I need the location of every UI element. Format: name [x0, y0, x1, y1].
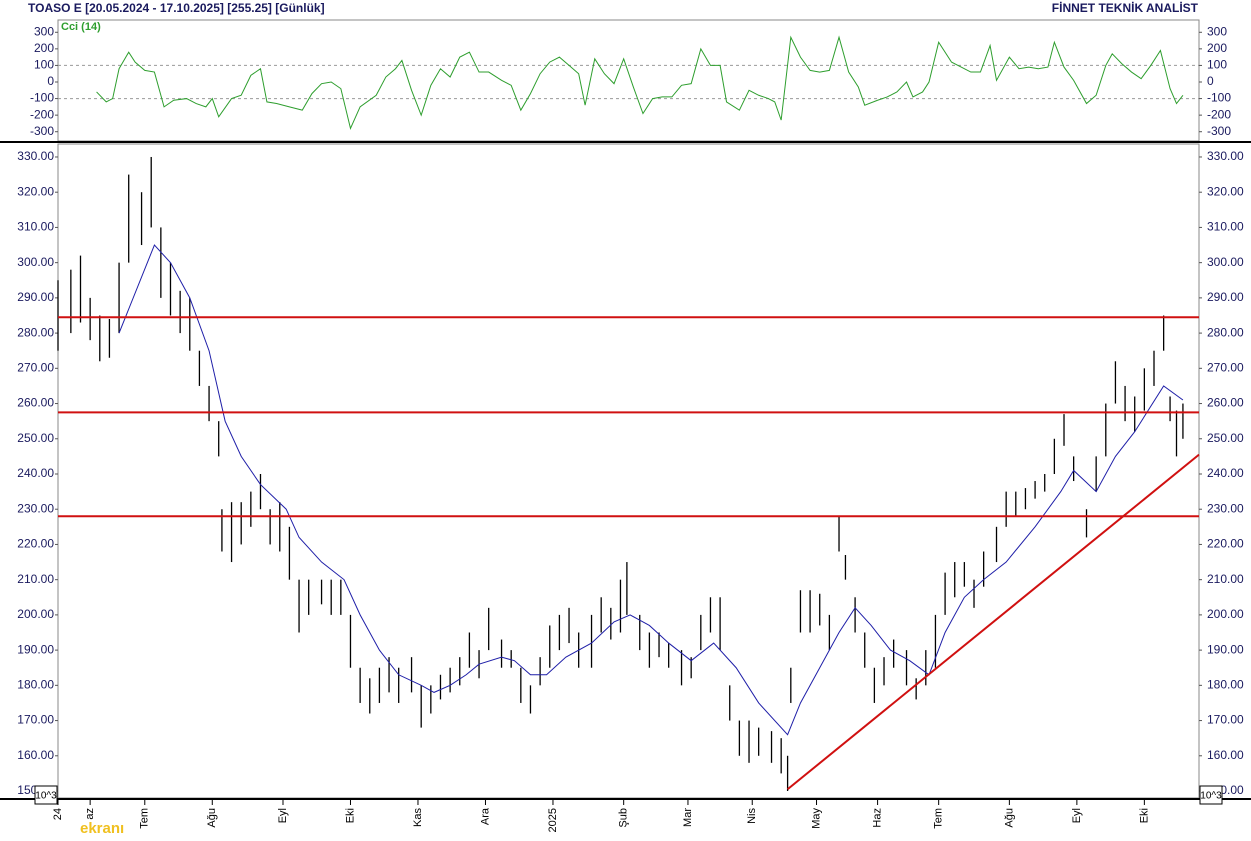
y-tick-label: 330.00	[17, 149, 54, 163]
x-tick-label: Ara	[479, 807, 491, 825]
y-tick-label: 260.00	[1207, 396, 1244, 410]
cci-title: Cci (14)	[61, 21, 101, 33]
x-tick-label: Tem	[139, 808, 151, 829]
x-tick-label: Şub	[618, 808, 630, 828]
cci-line	[96, 35, 1184, 130]
y-tick-label: 220.00	[1207, 537, 1244, 551]
y-tick-label: 310.00	[17, 220, 54, 234]
y-tick-label: 240.00	[1207, 466, 1244, 480]
y-tick-label: 250.00	[17, 431, 54, 445]
y-tick-label: 280.00	[1207, 325, 1244, 339]
x-tick-label: Ağu	[206, 808, 218, 828]
y-tick-label: 0	[1207, 74, 1214, 88]
x-tick-label: Eki	[1138, 808, 1150, 823]
y-tick-label: 300	[34, 24, 54, 38]
y-tick-label: 230.00	[17, 501, 54, 515]
y-tick-label: 320.00	[1207, 184, 1244, 198]
y-tick-label: 290.00	[17, 290, 54, 304]
y-tick-label: 320.00	[17, 184, 54, 198]
scale-box-left	[34, 785, 58, 805]
y-tick-label: -300	[30, 124, 54, 138]
y-tick-label: 290.00	[1207, 290, 1244, 304]
watermark: ekranı	[80, 820, 124, 837]
y-tick-label: 190.00	[17, 642, 54, 656]
x-tick-label: Kas	[412, 808, 424, 827]
y-tick-label: 190.00	[1207, 642, 1244, 656]
y-tick-label: 330.00	[1207, 149, 1244, 163]
y-tick-label: 100	[1207, 58, 1227, 72]
y-tick-label: -100	[1207, 91, 1231, 105]
trend-line	[786, 453, 1200, 791]
y-tick-label: 300	[1207, 24, 1227, 38]
y-tick-label: 160.00	[1207, 748, 1244, 762]
y-tick-label: 300.00	[17, 255, 54, 269]
y-tick-label: 160.00	[17, 748, 54, 762]
y-tick-label: 180.00	[17, 678, 54, 692]
y-tick-label: 210.00	[17, 572, 54, 586]
y-tick-label: 200.00	[1207, 607, 1244, 621]
x-tick-label: Nis	[746, 808, 758, 824]
y-tick-label: 200	[1207, 41, 1227, 55]
header-right: FİNNET TEKNİK ANALİST	[1052, 0, 1199, 15]
scale-note-right: 10^3	[1200, 791, 1222, 802]
x-tick-label: Eyl	[277, 808, 289, 823]
y-tick-label: 220.00	[17, 537, 54, 551]
x-tick-label: Haz	[871, 808, 883, 828]
y-tick-label: 100	[34, 58, 54, 72]
y-tick-label: 230.00	[1207, 501, 1244, 515]
header-left: TOASO E [20.05.2024 - 17.10.2025] [255.2…	[28, 1, 325, 15]
y-tick-label: -300	[1207, 124, 1231, 138]
x-tick-label: Tem	[933, 808, 945, 829]
scale-box-right	[1199, 785, 1223, 805]
y-tick-label: 170.00	[1207, 713, 1244, 727]
y-tick-label: 270.00	[17, 360, 54, 374]
y-tick-label: 260.00	[17, 396, 54, 410]
y-tick-label: 210.00	[1207, 572, 1244, 586]
x-tick-label: az	[84, 808, 96, 820]
y-tick-label: -200	[1207, 107, 1231, 121]
y-tick-label: -200	[30, 107, 54, 121]
y-tick-label: 280.00	[17, 325, 54, 339]
y-tick-label: 0	[47, 74, 54, 88]
y-tick-label: 240.00	[17, 466, 54, 480]
y-tick-label: 200.00	[17, 607, 54, 621]
x-tick-label: May	[810, 808, 822, 829]
x-tick-label: Ağu	[1003, 808, 1015, 828]
x-tick-label: Eyl	[1071, 808, 1083, 823]
y-tick-label: 300.00	[1207, 255, 1244, 269]
y-tick-label: 200	[34, 41, 54, 55]
x-tick-label: 2025	[547, 808, 559, 832]
x-tick-label: Eki	[344, 808, 356, 823]
y-tick-label: 310.00	[1207, 220, 1244, 234]
y-tick-label: 180.00	[1207, 678, 1244, 692]
y-tick-label: 250.00	[1207, 431, 1244, 445]
x-tick-label: Mar	[682, 808, 694, 827]
scale-note-left: 10^3	[35, 791, 57, 802]
x-tick-label: 24	[52, 808, 64, 820]
y-tick-label: 170.00	[17, 713, 54, 727]
y-tick-label: 270.00	[1207, 360, 1244, 374]
y-tick-label: -100	[30, 91, 54, 105]
moving-average	[118, 244, 1184, 736]
